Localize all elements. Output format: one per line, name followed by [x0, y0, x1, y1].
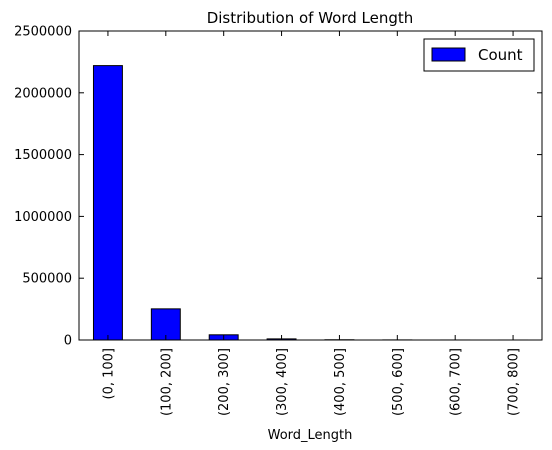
x-tick-label: (100, 200]	[159, 348, 174, 416]
y-tick-label: 1500000	[14, 148, 72, 163]
legend: Count	[423, 38, 535, 72]
x-tick-label: (400, 500]	[333, 348, 348, 416]
y-tick-label: 2000000	[14, 86, 72, 101]
x-axis: (0, 100] (100, 200] (200, 300] (300, 400] (4…	[101, 31, 522, 416]
plot-frame	[78, 30, 543, 341]
y-axis: 0 500000 1000000 1500000 2000000 2500000	[14, 25, 542, 349]
chart-title: Distribution of Word Length	[207, 9, 414, 27]
y-tick-label: 500000	[22, 272, 72, 287]
y-tick-label: 2500000	[14, 25, 72, 40]
x-tick-label: (300, 400]	[275, 348, 290, 416]
x-tick-label: (200, 300]	[217, 348, 232, 416]
x-tick-label: (0, 100]	[101, 348, 116, 400]
legend-swatch-count	[431, 47, 466, 62]
bar	[92, 65, 123, 341]
y-tick-label: 0	[64, 334, 72, 349]
x-axis-label: Word_Length	[268, 428, 353, 443]
bars	[92, 65, 529, 341]
legend-label-count: Count	[478, 46, 523, 64]
y-tick-label: 1000000	[14, 210, 72, 225]
x-tick-label: (700, 800]	[507, 348, 522, 416]
x-tick-label: (600, 700]	[449, 348, 464, 416]
x-tick-label: (500, 600]	[391, 348, 406, 416]
